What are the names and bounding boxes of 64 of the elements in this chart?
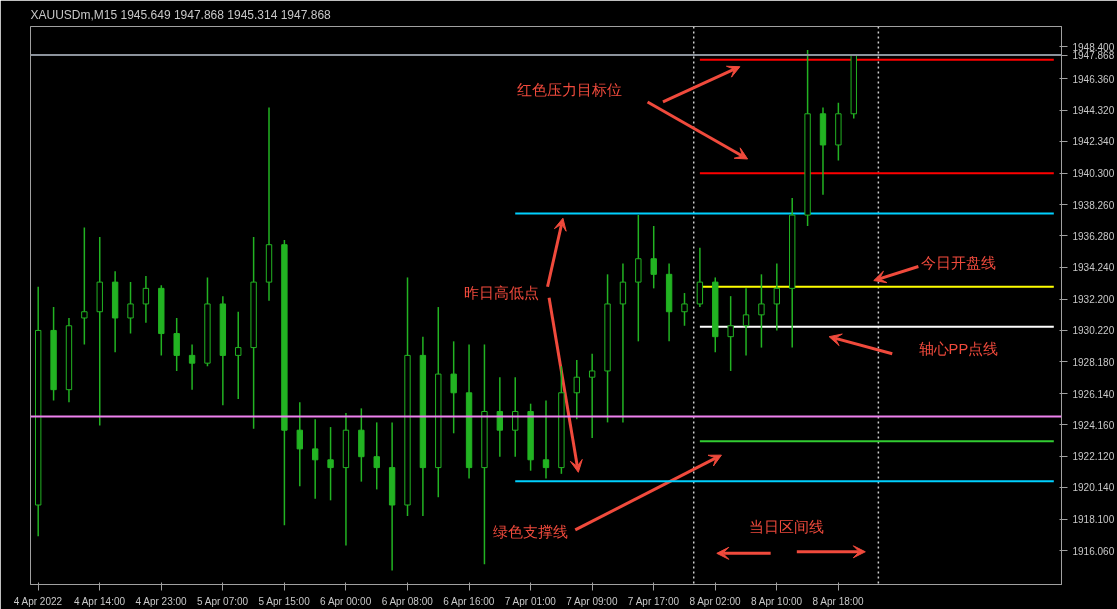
candlestick bbox=[188, 343, 196, 391]
y-tick-label: 1916.060 bbox=[1072, 545, 1115, 557]
candlestick bbox=[727, 295, 734, 372]
y-tick-label: 1942.340 bbox=[1072, 136, 1115, 148]
x-tick-label: 4 Apr 23:00 bbox=[135, 595, 188, 607]
x-tick-label: 7 Apr 17:00 bbox=[627, 595, 680, 607]
candlestick bbox=[142, 275, 150, 324]
chart-title: XAUUSDm,M15 1945.649 1947.868 1945.314 1947.868 bbox=[30, 7, 332, 22]
x-tick-label: 4 Apr 2022 bbox=[13, 595, 63, 607]
x-tick-label: 5 Apr 07:00 bbox=[197, 595, 249, 607]
candlestick bbox=[650, 225, 657, 290]
y-tick-label: 1918.100 bbox=[1072, 514, 1115, 526]
x-tick-label: 6 Apr 08:00 bbox=[381, 595, 434, 607]
y-tick-label: 1940.300 bbox=[1072, 168, 1115, 180]
candlestick bbox=[542, 399, 550, 480]
candlestick bbox=[588, 353, 596, 439]
y-tick-label: 1920.140 bbox=[1072, 482, 1115, 494]
candlestick bbox=[235, 310, 242, 400]
candlestick bbox=[512, 376, 519, 458]
y-tick-label: 1944.320 bbox=[1072, 105, 1115, 117]
annotation: 昨日高低点 bbox=[463, 285, 539, 302]
candlestick bbox=[742, 287, 750, 357]
annotation: 绿色支撑线 bbox=[493, 523, 569, 540]
x-tick-label: 8 Apr 18:00 bbox=[812, 595, 865, 607]
candlestick bbox=[635, 214, 642, 343]
y-tick-label: 1930.220 bbox=[1072, 325, 1115, 337]
y-tick-label: 1928.180 bbox=[1072, 356, 1115, 368]
candlestick bbox=[127, 281, 134, 335]
x-tick-label: 7 Apr 09:00 bbox=[566, 595, 618, 607]
annotation: 今日开盘线 bbox=[920, 255, 996, 272]
y-tick-label: 1922.120 bbox=[1072, 451, 1115, 463]
candlestick bbox=[450, 340, 457, 435]
y-tick-label: 1926.140 bbox=[1072, 388, 1115, 400]
candlestick bbox=[311, 418, 319, 500]
y-tick-label: 1934.240 bbox=[1072, 262, 1115, 274]
x-tick-label: 4 Apr 14:00 bbox=[73, 595, 126, 607]
annotation: 当日区间线 bbox=[748, 518, 824, 535]
candlestick bbox=[681, 292, 688, 327]
candlestick bbox=[327, 426, 334, 502]
y-tick-label: 1932.200 bbox=[1072, 294, 1115, 306]
x-tick-label: 6 Apr 00:00 bbox=[320, 595, 372, 607]
candlestick bbox=[773, 262, 781, 332]
y-tick-label: 1946.360 bbox=[1072, 73, 1115, 85]
candlestick bbox=[173, 317, 180, 372]
candlestick bbox=[619, 262, 627, 424]
x-tick-label: 8 Apr 10:00 bbox=[750, 595, 803, 607]
annotation: 轴心PP点线 bbox=[918, 341, 999, 358]
x-tick-label: 7 Apr 01:00 bbox=[504, 595, 557, 607]
x-tick-label: 6 Apr 16:00 bbox=[443, 595, 495, 607]
y-tick-label: 1947.868 bbox=[1072, 50, 1115, 62]
x-tick-label: 5 Apr 15:00 bbox=[258, 595, 311, 607]
y-tick-label: 1936.280 bbox=[1072, 230, 1115, 242]
candlestick bbox=[696, 247, 704, 308]
x-tick-label: 8 Apr 02:00 bbox=[689, 595, 742, 607]
y-tick-label: 1948.400 bbox=[1072, 41, 1115, 53]
candlestick bbox=[496, 376, 504, 458]
candlestick bbox=[573, 359, 580, 421]
y-tick-label: 1938.260 bbox=[1072, 199, 1115, 211]
y-tick-label: 1924.160 bbox=[1072, 419, 1115, 431]
annotation: 红色压力目标位 bbox=[516, 82, 622, 99]
candlestick bbox=[758, 273, 765, 349]
candlestick bbox=[81, 226, 88, 346]
candlestick bbox=[296, 401, 303, 488]
candlestick bbox=[373, 421, 380, 491]
